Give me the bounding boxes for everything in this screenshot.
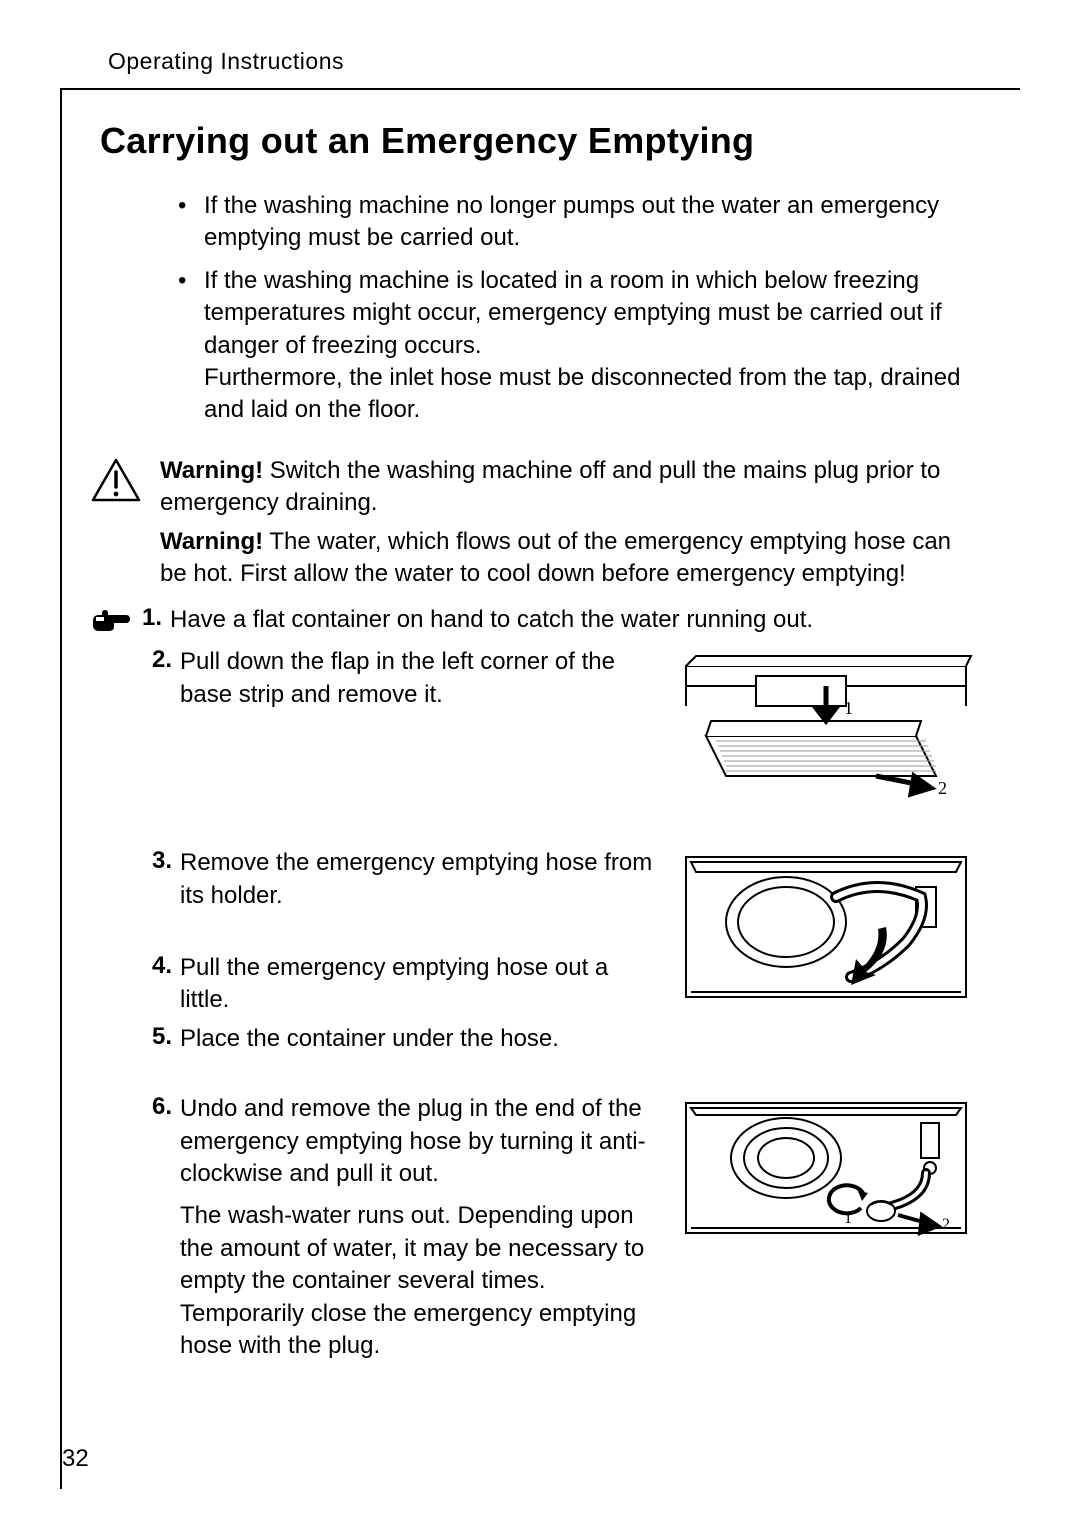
- pointing-hand-icon: [90, 607, 134, 640]
- page-number: 32: [62, 1445, 89, 1473]
- fig3-label-2: 2: [942, 1216, 950, 1233]
- bullet-marker: •: [178, 190, 194, 255]
- warning-block-1: Warning! Switch the washing machine off …: [90, 455, 976, 520]
- step-number: 6.: [144, 1093, 172, 1121]
- fig1-label-1: 1: [844, 698, 853, 718]
- step-row: 6. Undo and remove the plug in the end o…: [144, 1093, 656, 1190]
- step-row: 3. Remove the emergency emptying hose fr…: [144, 847, 656, 912]
- bullet-continuation: Furthermore, the inlet hose must be disc…: [204, 362, 976, 427]
- warning-label: Warning!: [160, 528, 263, 555]
- steps-list: 2. Pull down the flap in the left corner…: [144, 646, 976, 1362]
- warning-text: Warning! Switch the washing machine off …: [160, 455, 976, 520]
- step-text: Have a flat container on hand to catch t…: [170, 604, 976, 636]
- step-text: Undo and remove the plug in the end of t…: [180, 1093, 656, 1190]
- figure-3: 1 2: [676, 1093, 976, 1248]
- step-row: 4. Pull the emergency emptying hose out …: [144, 952, 656, 1017]
- fig1-label-2: 2: [938, 778, 947, 798]
- step-text: Pull down the flap in the left corner of…: [180, 646, 656, 711]
- page-content: Carrying out an Emergency Emptying • If …: [62, 90, 1020, 1362]
- warning-body: The water, which flows out of the emerge…: [160, 528, 951, 587]
- figure-1: 1 2: [676, 646, 976, 821]
- bullet-line: If the washing machine is located in a r…: [204, 267, 942, 359]
- step-number: 4.: [144, 952, 172, 980]
- warning-block-2: Warning! The water, which flows out of t…: [160, 526, 976, 591]
- step-text: Place the container under the hose.: [180, 1023, 656, 1055]
- step-paragraph: The wash-water runs out. Depending upon …: [180, 1200, 656, 1362]
- fig3-label-1: 1: [844, 1210, 852, 1227]
- step-6-block: 6. Undo and remove the plug in the end o…: [144, 1093, 976, 1362]
- figure-2: [676, 847, 976, 1012]
- step-1-row: 1. Have a flat container on hand to catc…: [90, 604, 976, 640]
- step-row: 5. Place the container under the hose.: [144, 1023, 656, 1055]
- step-number: 2.: [144, 646, 172, 674]
- page-title: Carrying out an Emergency Emptying: [100, 120, 976, 162]
- bullet-item: • If the washing machine is located in a…: [178, 265, 976, 427]
- step-number: 1.: [134, 604, 162, 632]
- step-2-block: 2. Pull down the flap in the left corner…: [144, 646, 976, 821]
- bullet-item: • If the washing machine no longer pumps…: [178, 190, 976, 255]
- step-text: Pull the emergency emptying hose out a l…: [180, 952, 656, 1017]
- bullet-text: If the washing machine is located in a r…: [204, 265, 976, 427]
- step-left: 6. Undo and remove the plug in the end o…: [144, 1093, 676, 1362]
- page-border: Carrying out an Emergency Emptying • If …: [60, 88, 1020, 1489]
- warning-body: Switch the washing machine off and pull …: [160, 457, 940, 516]
- bullet-marker: •: [178, 265, 194, 427]
- step-row: 2. Pull down the flap in the left corner…: [144, 646, 656, 711]
- step-number: 3.: [144, 847, 172, 875]
- bullet-text: If the washing machine no longer pumps o…: [204, 190, 976, 255]
- intro-bullets: • If the washing machine no longer pumps…: [178, 190, 976, 427]
- step-text: Remove the emergency emptying hose from …: [180, 847, 656, 912]
- step-3-4-5-block: 3. Remove the emergency emptying hose fr…: [144, 847, 976, 1061]
- warning-label: Warning!: [160, 457, 263, 484]
- step-left: 3. Remove the emergency emptying hose fr…: [144, 847, 676, 1061]
- step-left: 2. Pull down the flap in the left corner…: [144, 646, 676, 717]
- warning-triangle-icon: [90, 457, 142, 508]
- header-section-label: Operating Instructions: [108, 48, 344, 75]
- step-number: 5.: [144, 1023, 172, 1051]
